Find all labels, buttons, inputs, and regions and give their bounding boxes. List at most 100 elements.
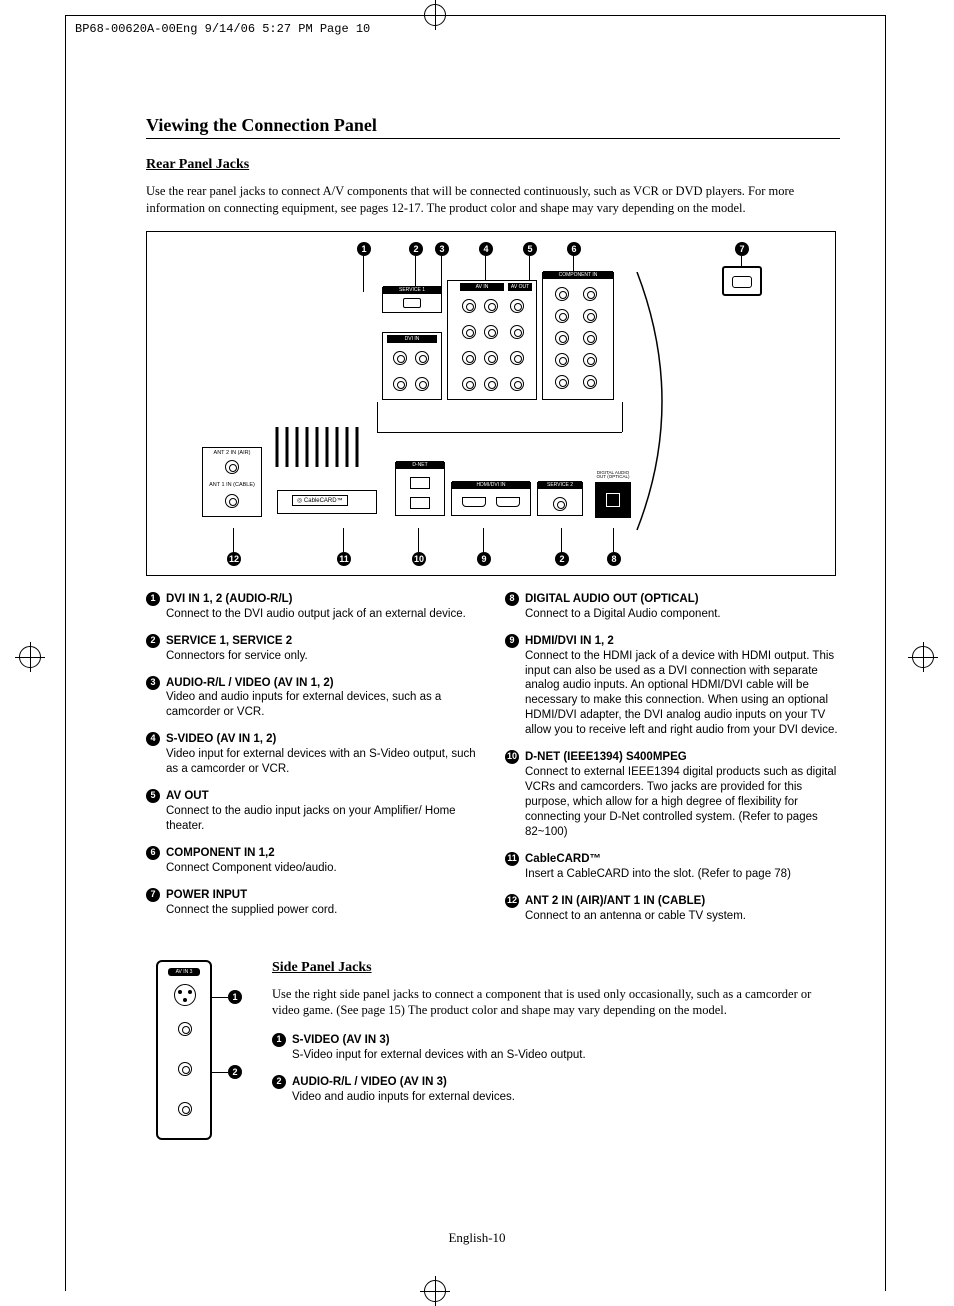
callout-12: 12 (227, 552, 241, 566)
jack-title: S-VIDEO (AV IN 1, 2) (166, 732, 481, 747)
jack-title: AV OUT (166, 789, 481, 804)
jack-desc: Connect to the DVI audio output jack of … (166, 608, 466, 620)
jack-item: 8 DIGITAL AUDIO OUT (OPTICAL)Connect to a… (505, 592, 840, 622)
av-in-box: AV IN AV OUT (447, 280, 537, 400)
side-heading: Side Panel Jacks (272, 960, 840, 976)
registration-mark (19, 646, 41, 668)
hdmi-box: HDMI/DVI IN (451, 482, 531, 516)
jack-title: COMPONENT IN 1,2 (166, 846, 481, 861)
component-in-box: COMPONENT IN (542, 272, 614, 400)
jack-item: 3 AUDIO-R/L / VIDEO (AV IN 1, 2)Video and… (146, 676, 481, 721)
jack-item: 1 DVI IN 1, 2 (AUDIO-R/L)Connect to the D… (146, 592, 481, 622)
callout-3: 3 (435, 242, 449, 256)
callout-6: 6 (567, 242, 581, 256)
print-header: BP68-00620A-00Eng 9/14/06 5:27 PM Page 1… (75, 22, 370, 36)
antenna-box: ANT 2 IN (AIR) ANT 1 IN (CABLE) (202, 447, 262, 517)
registration-mark (912, 646, 934, 668)
jack-title: HDMI/DVI IN 1, 2 (525, 634, 840, 649)
callout-2: 2 (409, 242, 423, 256)
jack-title: DVI IN 1, 2 (AUDIO-R/L) (166, 592, 481, 607)
jack-desc: Connect to the HDMI jack of a device wit… (525, 650, 838, 737)
jack-item: 10 D-NET (IEEE1394) S400MPEGConnect to ex… (505, 750, 840, 840)
callout-10: 10 (412, 552, 426, 566)
callout-number: 2 (146, 634, 160, 648)
callout-number: 4 (146, 732, 160, 746)
callout-number: 12 (505, 894, 519, 908)
jack-item: 2 AUDIO-R/L / VIDEO (AV IN 3)Video and au… (272, 1075, 840, 1105)
callout-4: 4 (479, 242, 493, 256)
jack-desc: Connect to a Digital Audio component. (525, 608, 721, 620)
callout-8: 8 (607, 552, 621, 566)
jack-item: 11 CableCARD™Insert a CableCARD into the … (505, 852, 840, 882)
callout-11: 11 (337, 552, 351, 566)
callout-number: 5 (146, 789, 160, 803)
jack-desc: Video and audio inputs for external devi… (166, 691, 441, 718)
callout-7: 7 (735, 242, 749, 256)
jack-item: 5 AV OUTConnect to the audio input jacks … (146, 789, 481, 834)
rear-panel-diagram: 1 2 3 4 5 6 7 12 11 10 9 2 8 (146, 231, 836, 576)
jack-title: D-NET (IEEE1394) S400MPEG (525, 750, 840, 765)
jack-title: DIGITAL AUDIO OUT (OPTICAL) (525, 592, 840, 607)
jack-title: ANT 2 IN (AIR)/ANT 1 IN (CABLE) (525, 894, 840, 909)
rear-jack-list: 1 DVI IN 1, 2 (AUDIO-R/L)Connect to the D… (146, 592, 840, 936)
callout-2b: 2 (555, 552, 569, 566)
rear-heading: Rear Panel Jacks (146, 157, 840, 173)
jack-item: 6 COMPONENT IN 1,2Connect Component video… (146, 846, 481, 876)
jack-title: S-VIDEO (AV IN 3) (292, 1033, 840, 1048)
jack-desc: Connect to an antenna or cable TV system… (525, 910, 746, 922)
jack-item: 7 POWER INPUTConnect the supplied power c… (146, 888, 481, 918)
jack-desc: Connect to external IEEE1394 digital pro… (525, 766, 836, 838)
arc-line (627, 272, 727, 532)
callout-number: 10 (505, 750, 519, 764)
jack-item: 4 S-VIDEO (AV IN 1, 2)Video input for ext… (146, 732, 481, 777)
side-panel-diagram: AV IN 3 1 2 (146, 960, 256, 1170)
trim-line (65, 15, 885, 16)
jack-desc: Connect the supplied power cord. (166, 904, 337, 916)
callout-5: 5 (523, 242, 537, 256)
jack-item: 9 HDMI/DVI IN 1, 2Connect to the HDMI jac… (505, 634, 840, 739)
jack-title: CableCARD™ (525, 852, 840, 867)
jack-desc: Insert a CableCARD into the slot. (Refer… (525, 868, 791, 880)
rear-intro: Use the rear panel jacks to connect A/V … (146, 183, 840, 217)
jack-desc: Video and audio inputs for external devi… (292, 1091, 515, 1103)
jack-desc: S-Video input for external devices with … (292, 1049, 586, 1061)
callout-number: 1 (146, 592, 160, 606)
jack-item: 1 S-VIDEO (AV IN 3)S-Video input for exte… (272, 1033, 840, 1063)
trim-line (65, 15, 66, 1291)
callout-9: 9 (477, 552, 491, 566)
callout-number: 8 (505, 592, 519, 606)
callout-number: 11 (505, 852, 519, 866)
service2-box: SERVICE 2 (537, 482, 583, 516)
callout-number: 3 (146, 676, 160, 690)
vent-icon (272, 427, 372, 467)
jack-desc: Connect Component video/audio. (166, 862, 337, 874)
jack-title: AUDIO-R/L / VIDEO (AV IN 1, 2) (166, 676, 481, 691)
callout-number: 9 (505, 634, 519, 648)
jack-item: 2 SERVICE 1, SERVICE 2Connectors for serv… (146, 634, 481, 664)
power-input-icon (722, 266, 762, 296)
side-intro: Use the right side panel jacks to connec… (272, 986, 840, 1020)
side-callout-2: 2 (228, 1065, 242, 1079)
callout-number: 2 (272, 1075, 286, 1089)
callout-number: 7 (146, 888, 160, 902)
section-title: Viewing the Connection Panel (146, 115, 840, 139)
callout-number: 1 (272, 1033, 286, 1047)
jack-title: AUDIO-R/L / VIDEO (AV IN 3) (292, 1075, 840, 1090)
callout-number: 6 (146, 846, 160, 860)
optical-box: DIGITAL AUDIO OUT (OPTICAL) (595, 482, 631, 518)
dnet-box: D-NET (395, 462, 445, 516)
jack-desc: Connect to the audio input jacks on your… (166, 805, 456, 832)
callout-1: 1 (357, 242, 371, 256)
page-footer: English-10 (0, 1230, 954, 1246)
jack-desc: Video input for external devices with an… (166, 748, 476, 775)
cablecard-box: ◎ CableCARD™ (277, 490, 377, 514)
jack-item: 12 ANT 2 IN (AIR)/ANT 1 IN (CABLE)Connect… (505, 894, 840, 924)
registration-mark (424, 1280, 446, 1302)
jack-title: SERVICE 1, SERVICE 2 (166, 634, 481, 649)
jack-title: POWER INPUT (166, 888, 481, 903)
side-callout-1: 1 (228, 990, 242, 1004)
jack-desc: Connectors for service only. (166, 650, 308, 662)
dvi-in-box: DVI IN (382, 332, 442, 400)
service1-box: SERVICE 1 (382, 287, 442, 313)
trim-line (885, 15, 886, 1291)
